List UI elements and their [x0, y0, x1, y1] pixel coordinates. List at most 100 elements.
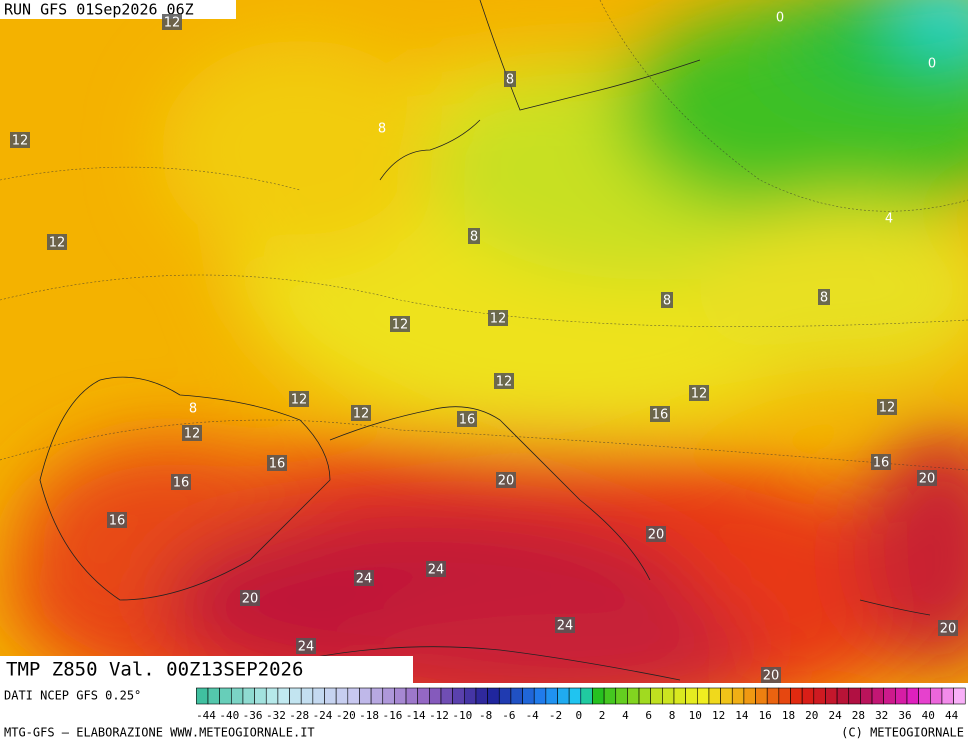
colorbar-cell	[382, 687, 395, 705]
colorbar: -44 -40 -36 -32 -28 -24 -20 -18 -16 -14 -12 -10 -8 -6…	[196, 687, 966, 722]
colorbar-tick-label: -6	[502, 709, 515, 722]
contour-label-box	[47, 234, 67, 250]
colorbar-tick-label: -4	[526, 709, 540, 722]
contour-label: 8	[189, 402, 197, 417]
colorbar-cell	[860, 687, 873, 705]
colorbar-cell	[568, 687, 582, 705]
colorbar-cell	[219, 687, 232, 705]
colorbar-cell	[510, 687, 523, 705]
contour-label: 16	[109, 514, 126, 529]
colorbar-tick-label: -20	[336, 709, 356, 722]
title-box	[0, 656, 413, 683]
contour-label-box	[496, 472, 516, 488]
contour-label-box	[10, 132, 30, 148]
colorbar-cell	[731, 687, 745, 705]
contour-label: 0	[928, 57, 936, 72]
contour-label-box	[426, 561, 446, 577]
colorbar-cell	[929, 687, 943, 705]
contour-label-box	[354, 570, 374, 586]
colorbar-cell	[359, 687, 372, 705]
colorbar-cell	[300, 687, 314, 705]
colorbar-tick-label: 36	[898, 709, 911, 722]
colorbar-cell	[743, 687, 756, 705]
credit: MTG-GFS — ELABORAZIONE WWW.METEOGIORNALE…	[4, 726, 315, 740]
colorbar-tick-label: -16	[382, 709, 402, 722]
colorbar-tick-label: -36	[243, 709, 263, 722]
colorbar-cell	[417, 687, 430, 705]
colorbar-tick-label: 18	[782, 709, 795, 722]
colorbar-cell	[895, 687, 908, 705]
contour-label-box	[289, 391, 309, 407]
contour-label: 4	[885, 212, 893, 227]
contour-label: 12	[392, 318, 409, 333]
contour-label-box	[650, 406, 670, 422]
colorbar-cell	[778, 687, 791, 705]
contour-label: 8	[663, 294, 671, 309]
contour-label-box	[390, 316, 410, 332]
colorbar-tick-label: 24	[828, 709, 842, 722]
colorbar-cell	[615, 687, 628, 705]
colorbar-cell	[825, 687, 838, 705]
colorbar-cell	[370, 687, 384, 705]
contour-label-box	[494, 373, 514, 389]
contour-label: 16	[269, 457, 286, 472]
contour-label: 24	[298, 640, 315, 655]
contour-label-box	[917, 470, 937, 486]
contour-label-box	[761, 667, 781, 683]
colorbar-cell	[918, 687, 931, 705]
colorbar-tick-label: -24	[313, 709, 333, 722]
colorbar-cell	[289, 687, 302, 705]
colorbar-cell	[533, 687, 547, 705]
contour-label-box	[267, 455, 287, 471]
colorbar-cell	[941, 687, 954, 705]
contour-label-box	[182, 425, 202, 441]
contour-label: 16	[873, 456, 890, 471]
contour-label-box	[938, 620, 958, 636]
colorbar-tick-label: 44	[945, 709, 959, 722]
colorbar-cell	[498, 687, 512, 705]
colorbar-tick-label: -14	[406, 709, 426, 722]
contour-label: 12	[691, 387, 708, 402]
contour-label: 8	[378, 122, 386, 137]
contour-label-box	[162, 14, 182, 30]
colorbar-cell	[603, 687, 617, 705]
contour-label: 8	[820, 291, 828, 306]
colorbar-tick-label: -28	[289, 709, 309, 722]
colorbar-cell	[557, 687, 570, 705]
contour-label-box	[646, 526, 666, 542]
colorbar-cell	[650, 687, 663, 705]
colorbar-cell	[405, 687, 418, 705]
colorbar-cell	[231, 687, 244, 705]
colorbar-cell	[394, 687, 407, 705]
colorbar-cell	[312, 687, 325, 705]
contour-label-box	[555, 617, 575, 633]
contour-label-box	[818, 289, 830, 305]
colorbar-cell	[242, 687, 255, 705]
contour-label: 12	[164, 16, 181, 31]
colorbar-tick-label: 12	[712, 709, 725, 722]
colorbar-tick-label: 4	[622, 709, 629, 722]
contour-label: 20	[242, 592, 259, 607]
colorbar-tick-label: -40	[219, 709, 239, 722]
contour-label-box	[457, 411, 477, 427]
contour-label-box	[504, 71, 516, 87]
contour-label: 12	[49, 236, 66, 251]
colorbar-cell	[592, 687, 605, 705]
colorbar-tick-label: 20	[805, 709, 818, 722]
colorbar-cell	[755, 687, 768, 705]
contour-label: 20	[919, 472, 936, 487]
colorbar-cell	[196, 687, 209, 705]
colorbar-tick-label: 0	[575, 709, 582, 722]
colorbar-tick-label: -10	[452, 709, 472, 722]
contour-label-box	[107, 512, 127, 528]
colorbar-tick-label: -8	[479, 709, 492, 722]
colorbar-tick-label: 32	[875, 709, 888, 722]
colorbar-cell	[627, 687, 640, 705]
colorbar-tick-label: -18	[359, 709, 379, 722]
contour-label: 12	[184, 427, 201, 442]
contour-label: 12	[490, 312, 507, 327]
colorbar-cell	[871, 687, 884, 705]
colorbar-cell	[463, 687, 477, 705]
coastlines	[39, 0, 931, 681]
